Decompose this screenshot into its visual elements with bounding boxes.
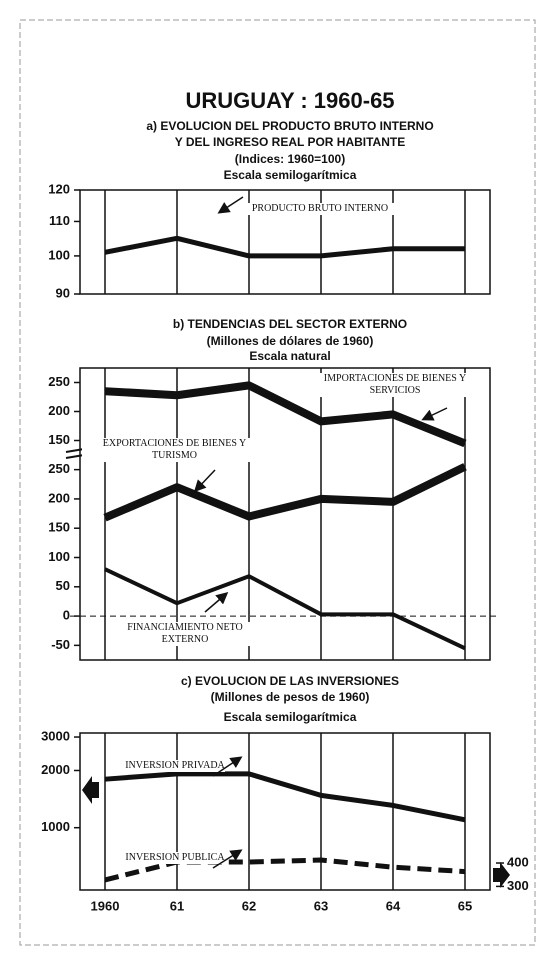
label-arrow (204, 592, 229, 613)
y-tick-label: 2000 (41, 762, 70, 777)
axis-break (65, 454, 85, 459)
series-label: IMPORTACIONES DE BIENES Y SERVICIOS (315, 373, 475, 397)
chart-title: b) TENDENCIAS DEL SECTOR EXTERNO (173, 317, 407, 331)
y-tick-label: -50 (51, 637, 70, 652)
y2-tick-label: 150 (48, 432, 70, 447)
chart-title: Y DEL INGRESO REAL POR HABITANTE (175, 135, 405, 149)
y2-tick-label: 300 (507, 878, 529, 893)
series-label: FINANCIAMIENTO NETO EXTERNO (110, 622, 260, 646)
x-tick-label: 64 (386, 898, 401, 913)
chart-subtitle: (Millones de dólares de 1960) (207, 334, 374, 348)
series-line (103, 463, 467, 522)
series-line (104, 771, 466, 823)
chart-subtitle: (Millones de pesos de 1960) (211, 690, 370, 704)
y-tick-label: 120 (48, 181, 70, 196)
chart-title: a) EVOLUCION DEL PRODUCTO BRUTO INTERNO (146, 119, 433, 133)
x-tick-label: 1960 (91, 898, 120, 913)
frame (19, 19, 536, 946)
series-label-box: INVERSION PUBLICA (125, 852, 225, 864)
scale-label: Escala semilogarítmica (224, 710, 357, 724)
label-arrow (212, 756, 243, 777)
series-label: INVERSION PUBLICA (125, 852, 225, 864)
x-tick-label: 65 (458, 898, 472, 913)
y-tick-label: 50 (56, 578, 70, 593)
plot-box (79, 732, 491, 891)
label-arrow (421, 407, 448, 421)
label-arrow (212, 849, 243, 869)
y-tick-label: 200 (48, 490, 70, 505)
y2-tick-label: 200 (48, 403, 70, 418)
series-label: PRODUCTO BRUTO INTERNO (245, 203, 395, 215)
scale-label: Escala natural (249, 349, 330, 363)
x-tick-label: 62 (242, 898, 256, 913)
y2-tick-label: 250 (48, 374, 70, 389)
y-tick-label: 250 (48, 461, 70, 476)
series-line (104, 381, 467, 448)
plot-box (79, 189, 491, 295)
series-label: EXPORTACIONES DE BIENES Y TURISMO (82, 438, 267, 462)
series-label-box: FINANCIAMIENTO NETO EXTERNO (110, 622, 260, 646)
y-tick-label: 90 (56, 285, 70, 300)
y-tick-label: 0 (63, 608, 70, 623)
chart-title: c) EVOLUCION DE LAS INVERSIONES (181, 674, 399, 688)
x-tick-label: 61 (170, 898, 184, 913)
series-label-box: EXPORTACIONES DE BIENES Y TURISMO (82, 438, 267, 462)
series-line (104, 857, 466, 883)
y2-tick-label: 400 (507, 854, 529, 869)
series-label-box: INVERSION PRIVADA (125, 760, 225, 772)
series-line (104, 235, 465, 259)
plot-box (79, 367, 491, 661)
y-tick-label: 1000 (41, 819, 70, 834)
left-axis-pointer (82, 776, 99, 804)
series-label-box: IMPORTACIONES DE BIENES Y SERVICIOS (315, 373, 475, 397)
y-tick-label: 100 (48, 247, 70, 262)
right-axis-pointer (493, 862, 510, 888)
chart-subtitle: (Indices: 1960=100) (235, 152, 345, 166)
y-tick-label: 3000 (41, 728, 70, 743)
x-tick-label: 63 (314, 898, 328, 913)
y-tick-label: 110 (49, 213, 70, 228)
label-arrow (193, 469, 216, 493)
series-line (104, 567, 466, 651)
series-label-box: PRODUCTO BRUTO INTERNO (245, 203, 395, 215)
main-title: URUGUAY : 1960-65 (185, 88, 394, 113)
scale-label: Escala semilogarítmica (224, 168, 357, 182)
y-tick-label: 100 (48, 549, 70, 564)
y-tick-label: 150 (48, 520, 70, 535)
axis-break (65, 448, 85, 453)
label-arrow (217, 196, 244, 214)
series-label: INVERSION PRIVADA (125, 760, 225, 772)
